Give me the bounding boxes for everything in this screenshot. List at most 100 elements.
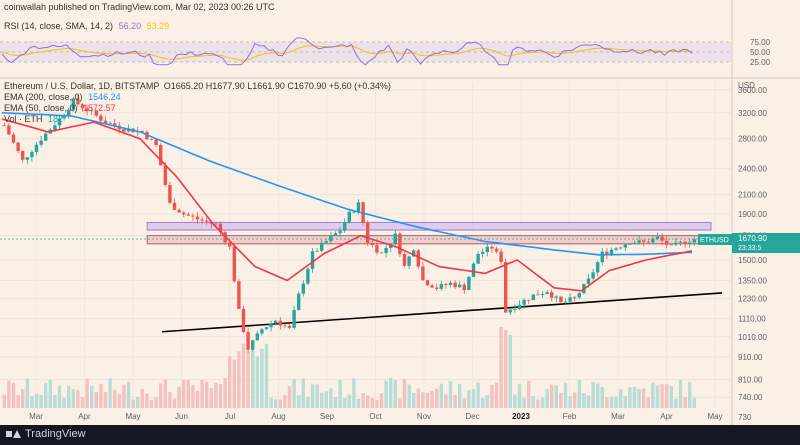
candle-body (232, 246, 236, 282)
candle-body (80, 104, 85, 109)
volume-bar (62, 398, 66, 408)
candle-body (16, 142, 20, 151)
volume-bar (145, 393, 149, 408)
y-tick-label: 3600.00 (738, 86, 767, 95)
volume-bar (264, 343, 269, 408)
candle-body (586, 278, 591, 284)
ema200-value: 1546.24 (88, 92, 121, 102)
candle-body (292, 310, 296, 328)
candle-body (430, 285, 434, 288)
candle-body (425, 280, 430, 286)
tradingview-logo[interactable]: TradingView (6, 428, 86, 440)
candle-body (57, 118, 62, 126)
volume-bar (573, 392, 577, 408)
x-tick-label: Mar (611, 412, 625, 421)
volume-bar (619, 389, 623, 408)
ema200-legend: EMA (200, close, 0) 1546.24 (4, 92, 121, 102)
volume-bar (665, 384, 669, 408)
candle-body (660, 236, 664, 241)
candle-body (214, 223, 218, 225)
volume-bar (2, 394, 6, 408)
x-tick-label: May (125, 412, 140, 421)
volume-bar (669, 385, 673, 408)
y-tick-label: 3200.00 (738, 109, 767, 118)
candle-body (513, 308, 517, 310)
candle-body (44, 133, 48, 141)
volume-bar (297, 395, 301, 408)
candle-body (62, 115, 66, 119)
candle-body (462, 284, 466, 291)
volume-bar (361, 393, 365, 408)
volume-bar (310, 384, 315, 408)
candle-body (665, 240, 669, 245)
candle-body (67, 109, 71, 116)
candle-body (241, 308, 246, 332)
x-tick-label: Dec (465, 412, 479, 421)
volume-bar (136, 396, 140, 408)
y-tick-label: 740.00 (738, 393, 763, 402)
rsi-label: RSI (14, close, SMA, 14, 2) (4, 21, 114, 31)
volume-bar (163, 379, 167, 408)
candle-body (435, 287, 439, 289)
candle-body (255, 333, 259, 341)
candle-body (163, 165, 167, 185)
candle-body (333, 233, 338, 236)
volume-bar (421, 392, 425, 408)
volume-bar (646, 397, 650, 408)
volume-value: 182 (48, 114, 64, 124)
rsi-level-label: 75.00 (750, 38, 771, 47)
volume-bar (329, 388, 333, 408)
candle-body (678, 241, 683, 243)
candle-body (600, 251, 604, 263)
volume-bar (191, 385, 195, 408)
volume-label: Vol · ETH (4, 114, 43, 124)
candle-body (402, 253, 407, 266)
candle-body (674, 242, 678, 245)
candle-body (338, 230, 342, 234)
volume-bar (94, 392, 98, 408)
volume-bar (30, 395, 34, 408)
candle-body (517, 304, 522, 309)
ema50-line (1, 118, 693, 292)
volume-bar (605, 397, 609, 408)
volume-bar (660, 384, 664, 408)
volume-bar (57, 385, 62, 408)
volume-bar (462, 398, 466, 408)
volume-bar (531, 395, 535, 408)
candle-body (154, 139, 158, 146)
volume-bar (651, 382, 655, 408)
candle-body (122, 129, 126, 132)
volume-bar (287, 386, 292, 408)
candle-body (172, 202, 177, 210)
candle-body (379, 252, 384, 254)
candle-body (412, 250, 416, 257)
x-tick-label: Apr (78, 412, 91, 421)
volume-bar (246, 351, 250, 408)
candle-body (76, 98, 80, 105)
candle-body (297, 293, 301, 311)
y-tick-label: 810.00 (738, 376, 763, 385)
x-tick-label: Oct (369, 412, 382, 421)
volume-bar (600, 386, 604, 408)
volume-bar (614, 396, 618, 408)
x-tick-label: May (707, 412, 722, 421)
candle-body (568, 297, 572, 302)
candle-body (320, 242, 324, 251)
volume-bar (490, 384, 494, 408)
volume-bar (435, 388, 439, 408)
candle-body (688, 242, 692, 244)
volume-bar (343, 398, 347, 408)
candle-body (692, 239, 696, 243)
volume-bar (140, 389, 144, 408)
candle-body (540, 293, 545, 296)
y-tick-label: 2800.00 (738, 135, 767, 144)
volume-bar (623, 396, 627, 408)
y-tick-label: 910.00 (738, 353, 763, 362)
rsi-sma-line (1, 45, 693, 61)
volume-bar (34, 393, 39, 408)
candle-body (260, 329, 264, 334)
volume-bar (513, 394, 517, 408)
candle-body (324, 241, 328, 243)
volume-bar (545, 389, 549, 408)
volume-bar (407, 384, 411, 408)
